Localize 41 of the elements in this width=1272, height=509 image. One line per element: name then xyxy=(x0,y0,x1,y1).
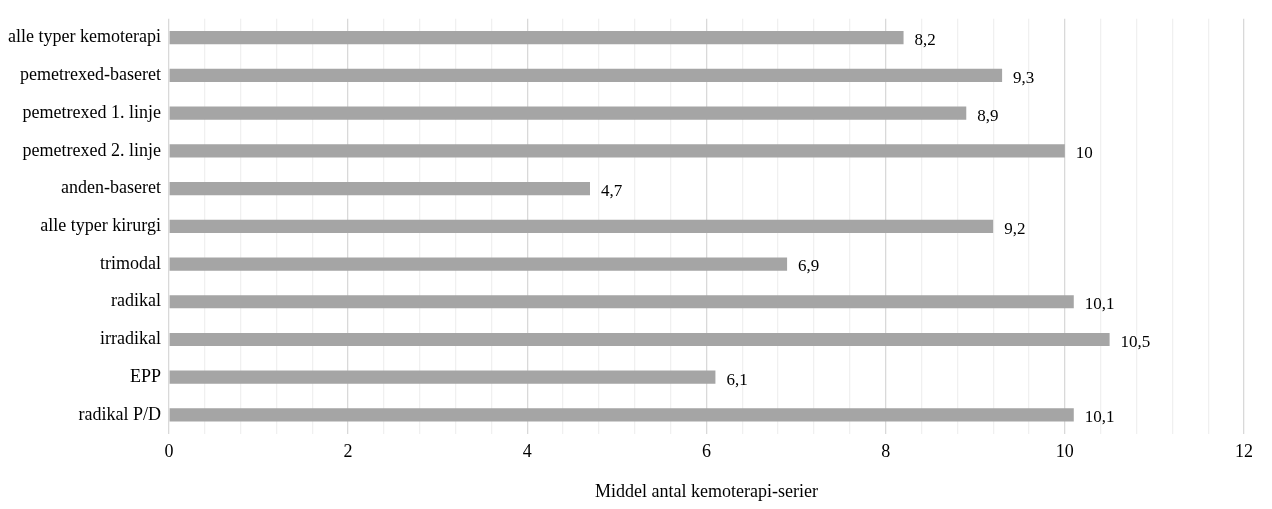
data-label: 4,7 xyxy=(601,181,623,201)
y-tick-label: alle typer kemoterapi xyxy=(7,26,161,47)
bar xyxy=(169,144,1065,158)
data-label: 10,1 xyxy=(1084,407,1115,427)
y-tick-label: pemetrexed-baseret xyxy=(20,64,161,85)
y-tick-label: EPP xyxy=(129,365,161,386)
y-tick-label: pemetrexed 2. linje xyxy=(22,139,161,160)
data-label: 8,9 xyxy=(977,105,999,125)
bar xyxy=(169,257,788,271)
bar xyxy=(169,181,590,196)
bar xyxy=(169,219,994,233)
data-label: 9,3 xyxy=(1013,67,1035,87)
bar xyxy=(169,68,1003,82)
bar xyxy=(169,31,904,45)
y-tick-label: radikal P/D xyxy=(78,403,161,424)
bar xyxy=(169,370,716,384)
data-label: 10 xyxy=(1075,143,1093,163)
x-tick-label: 10 xyxy=(1055,441,1074,462)
x-tick-label: 8 xyxy=(881,441,891,462)
x-tick-label: 0 xyxy=(164,441,174,462)
x-tick-label: 4 xyxy=(522,441,532,462)
bar xyxy=(169,408,1074,422)
bar xyxy=(169,106,967,120)
y-tick-label: alle typer kirurgi xyxy=(40,215,161,236)
y-tick-label: anden-baseret xyxy=(60,177,161,198)
data-label: 9,2 xyxy=(1004,218,1026,238)
data-label: 8,2 xyxy=(914,30,936,50)
bar xyxy=(169,332,1110,347)
y-tick-label: radikal xyxy=(110,290,161,311)
x-tick-label: 12 xyxy=(1235,441,1253,462)
data-label: 6,1 xyxy=(726,369,748,389)
data-label: 10,1 xyxy=(1084,294,1115,314)
data-label: 6,9 xyxy=(798,256,820,276)
y-tick-label: trimodal xyxy=(99,252,161,273)
x-tick-label: 2 xyxy=(343,441,353,462)
y-tick-label: irradikal xyxy=(99,328,161,349)
x-tick-label: 6 xyxy=(701,441,711,462)
y-tick-label: pemetrexed 1. linje xyxy=(22,101,161,122)
bar xyxy=(169,295,1074,309)
x-axis-title: Middel antal kemoterapi-serier xyxy=(595,480,818,501)
data-label: 10,5 xyxy=(1120,331,1151,351)
